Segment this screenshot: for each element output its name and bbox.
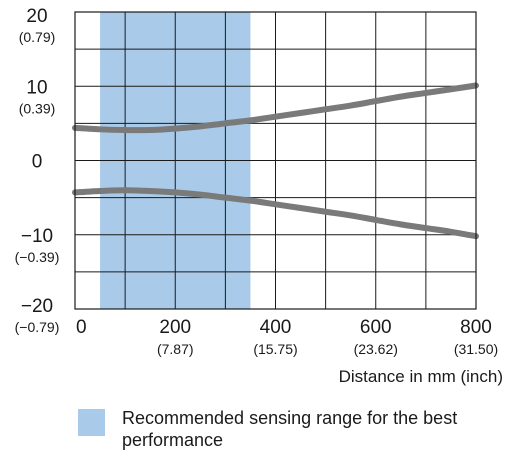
lower-boundary-line: [72, 187, 479, 240]
x-tick-sublabel: (7.87): [157, 341, 194, 357]
y-tick-label: −10: [21, 226, 53, 247]
y-tick-sublabel: (−0.79): [15, 319, 60, 335]
y-tick-sublabel: (−0.39): [15, 249, 60, 265]
x-tick-label: 200: [159, 317, 191, 338]
plot-frame-layer: [74, 11, 477, 310]
x-tick-label: 600: [360, 317, 392, 338]
y-tick-sublabel: (0.79): [19, 29, 56, 45]
y-tick-labels: 20 (0.79) 10 (0.39) 0 −10 (−0.39) −20 (−0.79): [15, 6, 60, 335]
y-tick-sublabel: (0.39): [19, 100, 56, 116]
y-tick-label: −20: [21, 296, 53, 317]
x-tick-sublabel: (15.75): [253, 341, 297, 357]
x-tick-label: 800: [460, 317, 492, 338]
x-tick-labels: 0 200 (7.87) 400 (15.75) 600 (23.62) 800 (31.50): [76, 317, 498, 357]
plot-frame: [74, 11, 477, 310]
legend: Recommended sensing range for the best p…: [78, 407, 492, 451]
x-axis-title: Distance in mm (inch): [339, 367, 503, 386]
series-layer: [72, 82, 479, 240]
y-tick-label: 20: [26, 6, 47, 27]
legend-label: Recommended sensing range for the best p…: [122, 408, 458, 450]
x-tick-sublabel: (23.62): [354, 341, 398, 357]
x-tick-label: 0: [76, 317, 87, 338]
x-tick-label: 400: [260, 317, 292, 338]
y-tick-label: 10: [26, 77, 47, 98]
grid-layer: [75, 12, 476, 309]
legend-swatch: [78, 409, 105, 436]
x-tick-sublabel: (31.50): [454, 341, 498, 357]
upper-boundary-line: [72, 82, 479, 134]
y-tick-label: 0: [32, 152, 43, 173]
